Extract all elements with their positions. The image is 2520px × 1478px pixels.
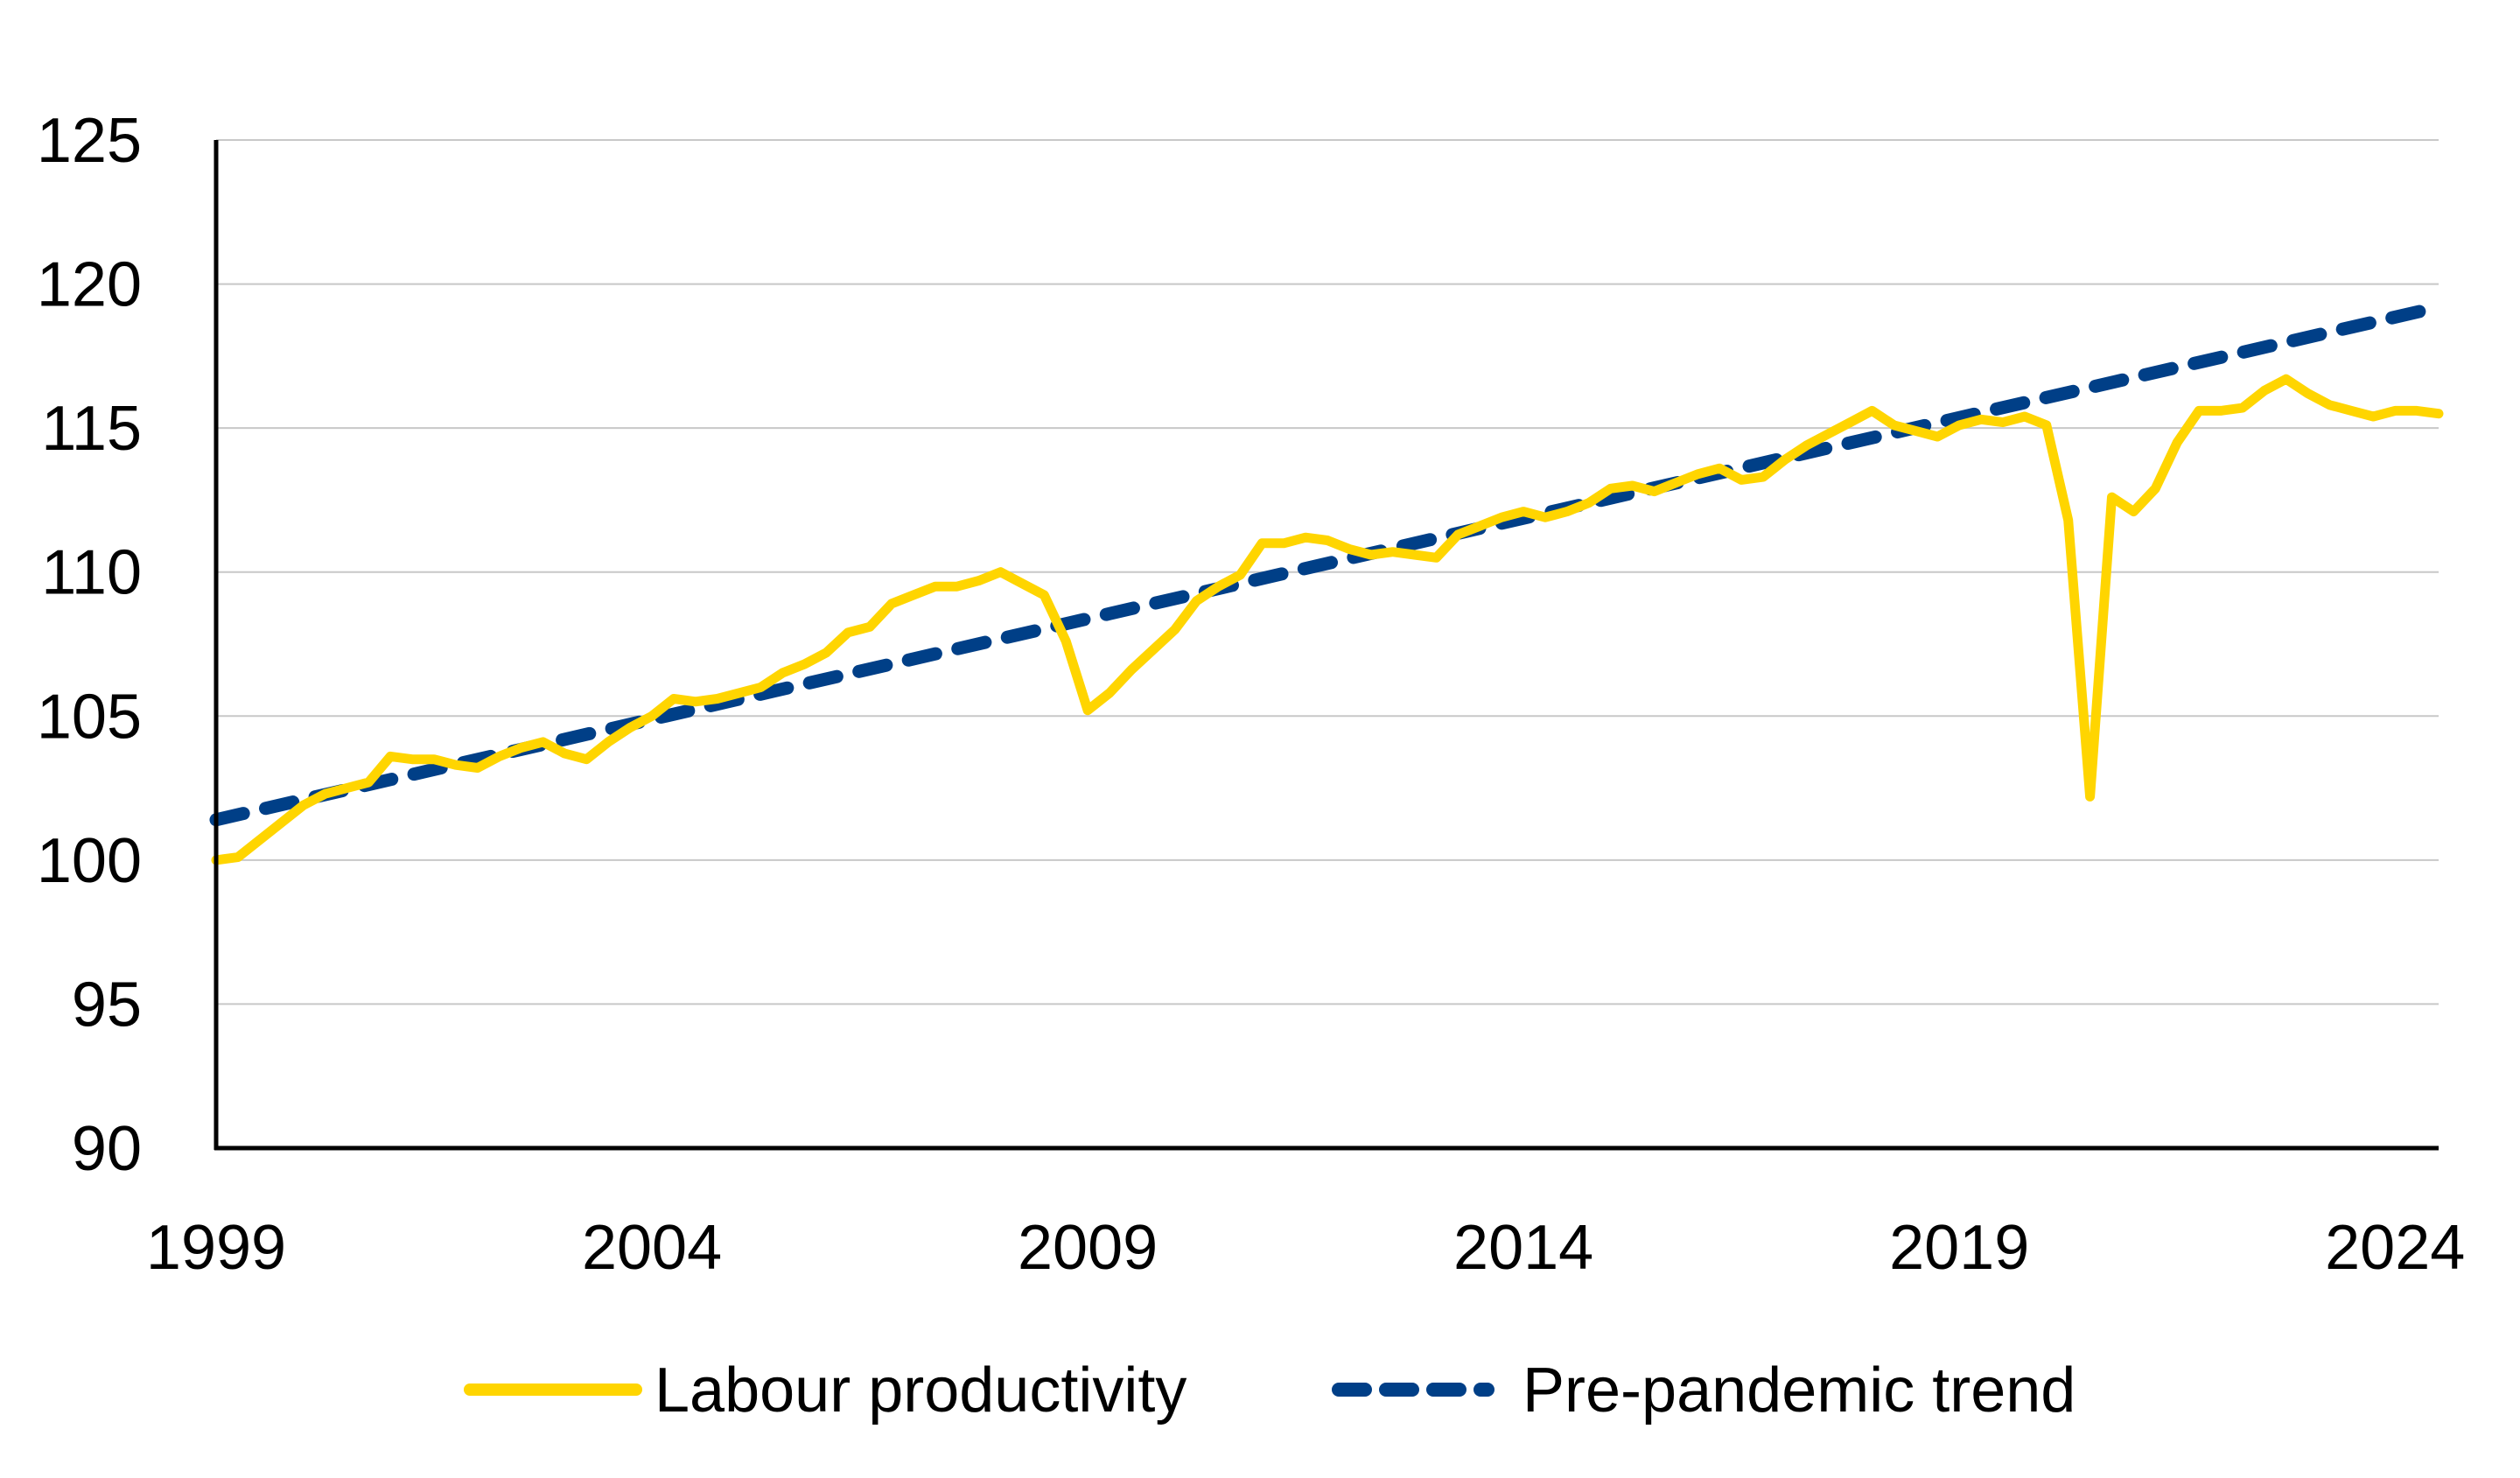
series-layer bbox=[209, 300, 2446, 865]
gridlines bbox=[216, 139, 2439, 1005]
legend-label-labour-productivity: Labour productivity bbox=[654, 1355, 1186, 1425]
y-tick-label-125: 125 bbox=[37, 106, 142, 176]
y-axis-tick-labels: 90 95 100 105 110 115 120 125 bbox=[37, 106, 142, 1184]
x-axis-tick-labels: 1999 2004 2009 2014 2019 2024 bbox=[146, 1213, 2465, 1283]
x-tick-label-2014: 2014 bbox=[1453, 1213, 1593, 1283]
y-tick-label-95: 95 bbox=[72, 970, 142, 1040]
y-tick-label-115: 115 bbox=[41, 394, 142, 464]
y-tick-label-90: 90 bbox=[72, 1114, 142, 1184]
axes bbox=[214, 140, 2439, 1151]
y-tick-label-105: 105 bbox=[37, 682, 142, 752]
x-tick-label-1999: 1999 bbox=[146, 1213, 286, 1283]
x-tick-label-2004: 2004 bbox=[582, 1213, 722, 1283]
series-line-labour-productivity bbox=[211, 374, 2444, 865]
y-tick-label-110: 110 bbox=[41, 538, 142, 608]
x-tick-label-2009: 2009 bbox=[1018, 1213, 1158, 1283]
y-tick-label-120: 120 bbox=[37, 250, 142, 320]
legend: Labour productivity Pre-pandemic trend bbox=[464, 1355, 2076, 1425]
series-line-pre-pandemic-trend bbox=[209, 300, 2446, 827]
legend-label-pre-pandemic-trend: Pre-pandemic trend bbox=[1522, 1355, 2076, 1425]
x-tick-label-2024: 2024 bbox=[2325, 1213, 2465, 1283]
y-tick-label-100: 100 bbox=[37, 826, 142, 896]
x-tick-label-2019: 2019 bbox=[1889, 1213, 2029, 1283]
